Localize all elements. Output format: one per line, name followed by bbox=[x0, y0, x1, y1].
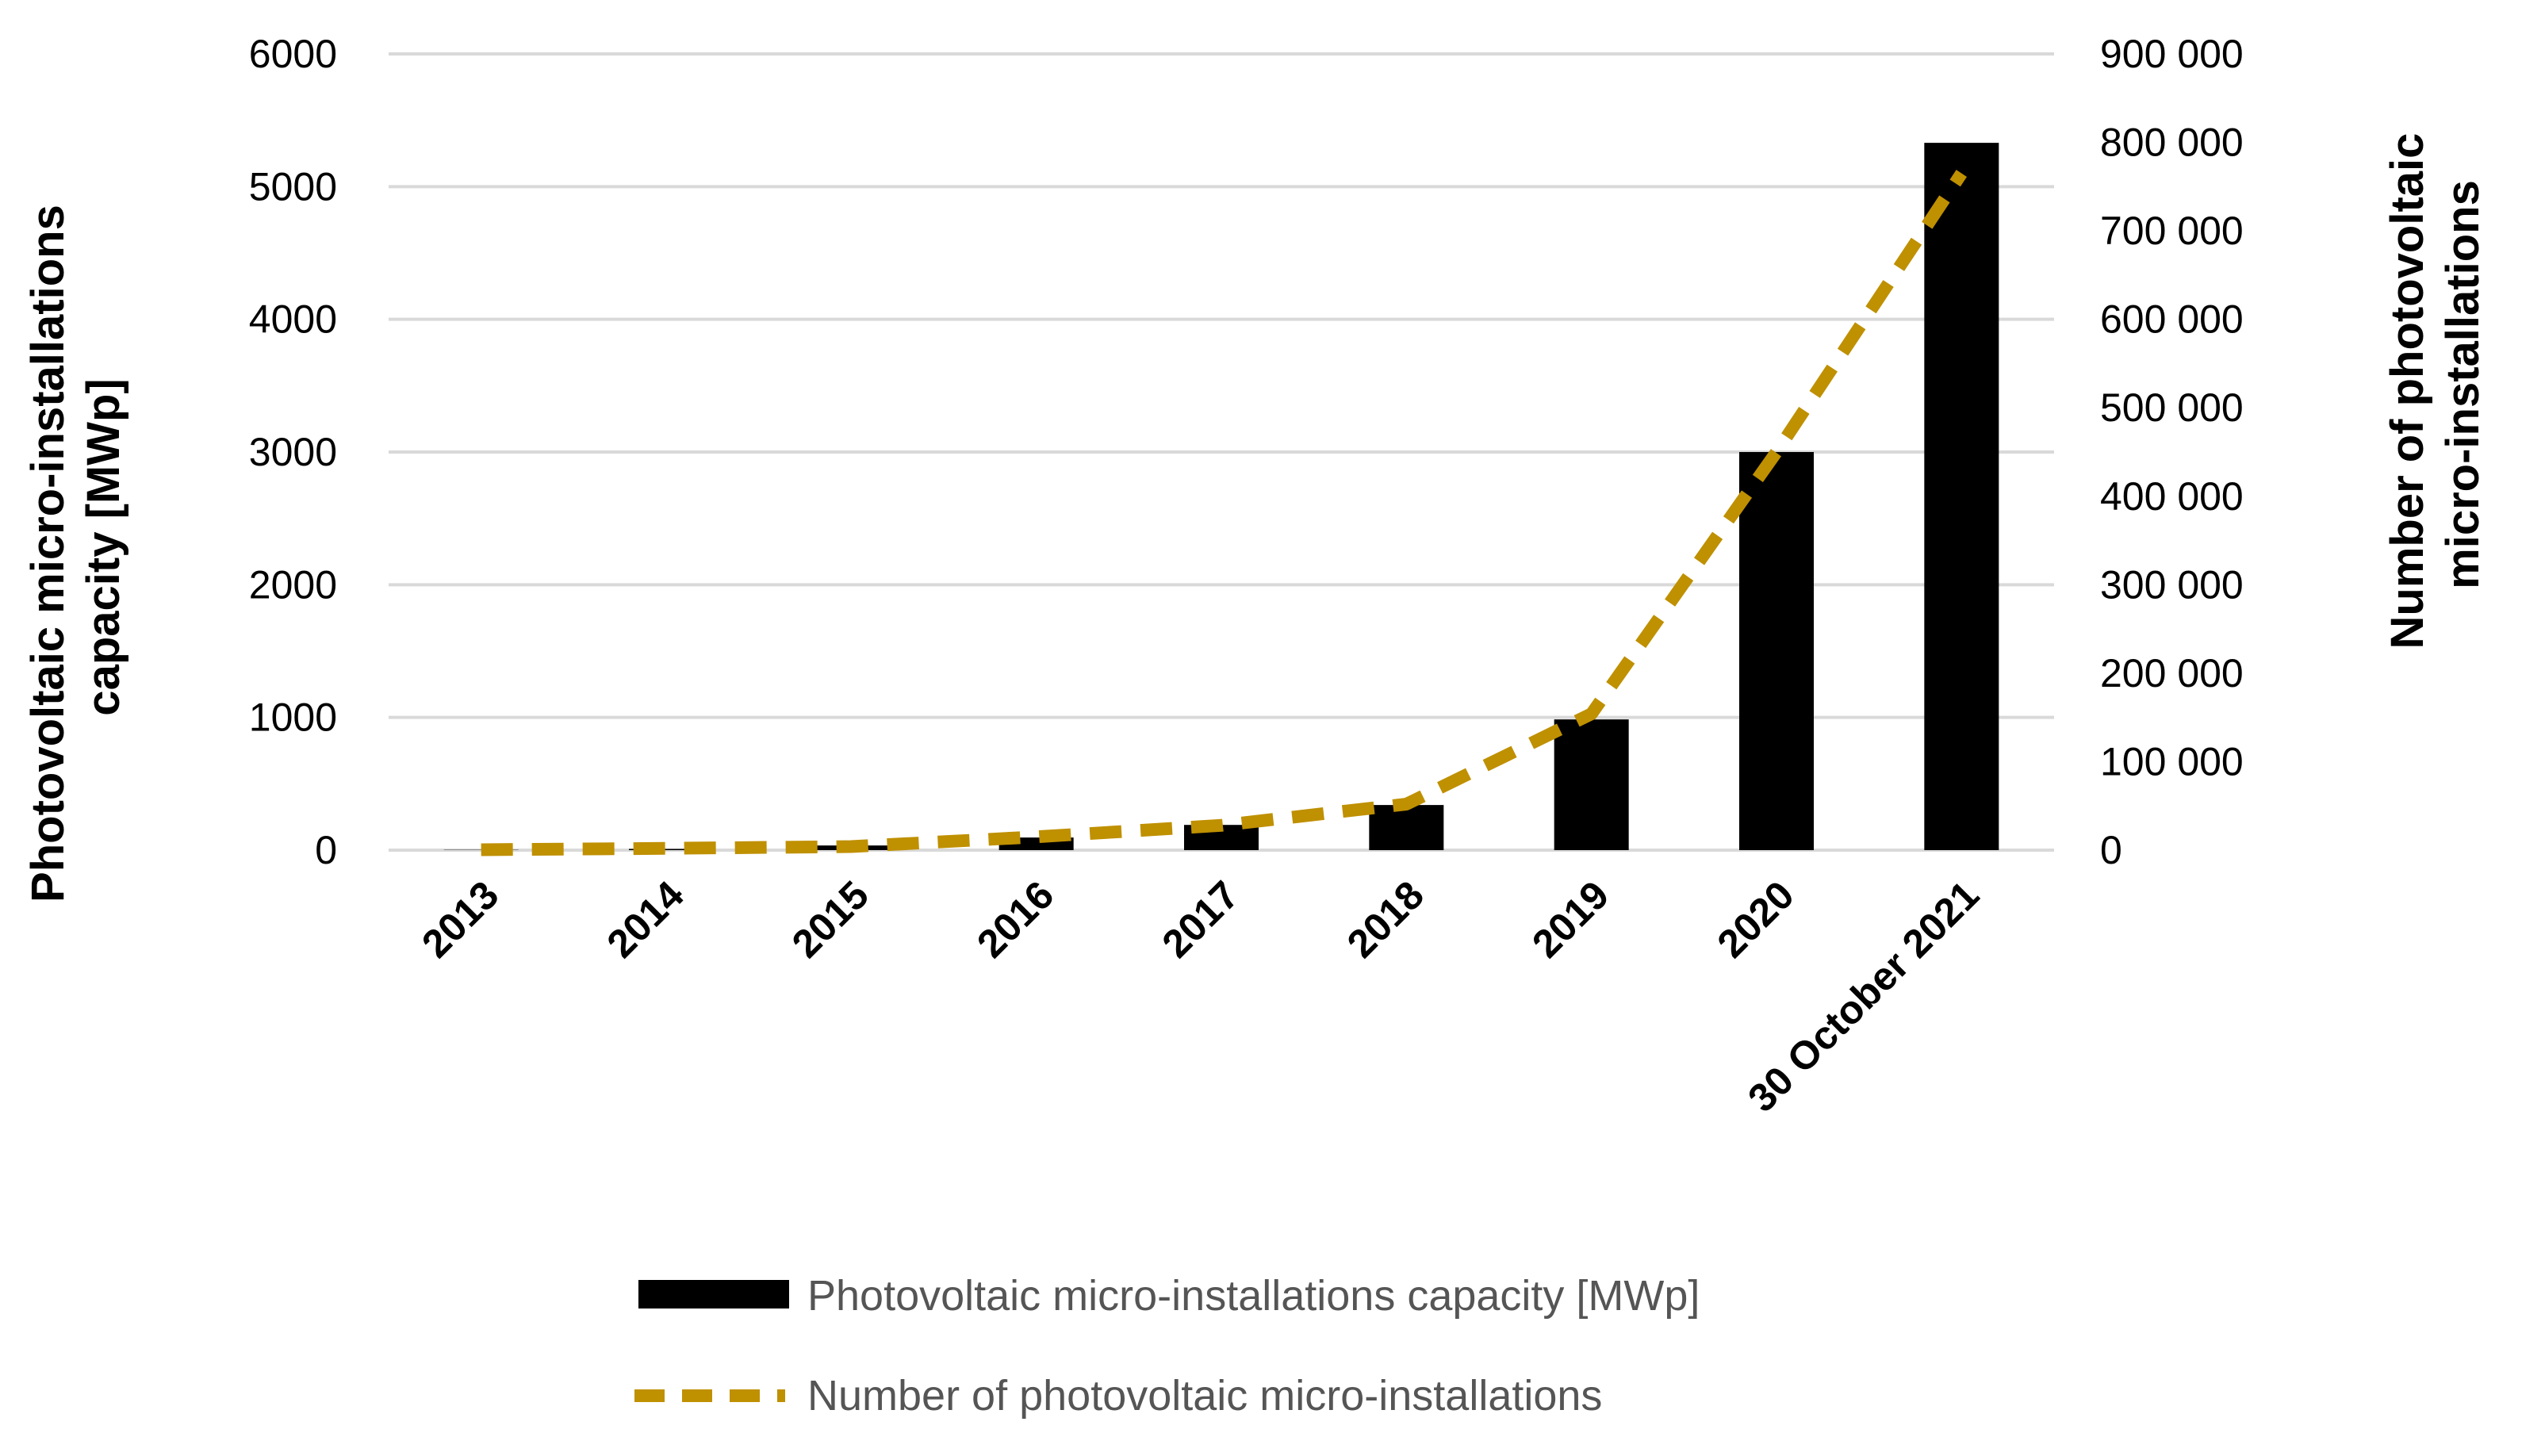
right-tick-label: 600 000 bbox=[2100, 297, 2244, 342]
left-tick-label: 6000 bbox=[249, 32, 337, 76]
right-tick-label: 0 bbox=[2100, 828, 2122, 872]
bar bbox=[1554, 719, 1629, 850]
bar bbox=[629, 849, 703, 850]
left-tick-label: 4000 bbox=[249, 297, 337, 342]
left-tick-label: 5000 bbox=[249, 164, 337, 209]
right-tick-label: 700 000 bbox=[2100, 209, 2244, 253]
right-tick-label: 100 000 bbox=[2100, 739, 2244, 784]
right-tick-label: 900 000 bbox=[2100, 32, 2244, 76]
x-tick-label: 2015 bbox=[784, 872, 877, 966]
x-tick-label: 2020 bbox=[1709, 872, 1803, 966]
bar-series bbox=[443, 143, 1999, 850]
legend-label-count: Number of photovoltaic micro-installatio… bbox=[807, 1372, 1602, 1420]
left-tick-label: 1000 bbox=[249, 695, 337, 740]
right-tick-label: 300 000 bbox=[2100, 562, 2244, 607]
gridlines bbox=[389, 52, 2054, 852]
right-tick-label: 800 000 bbox=[2100, 121, 2244, 165]
right-tick-label: 500 000 bbox=[2100, 385, 2244, 430]
legend-bar-swatch bbox=[638, 1280, 789, 1308]
left-tick-label: 2000 bbox=[249, 562, 337, 607]
right-axis-ticks: 0 100 000 200 000 300 000 400 000 500 000 600 … bbox=[2100, 32, 2244, 872]
left-axis-ticks: 0 1000 2000 3000 4000 5000 6000 bbox=[249, 32, 337, 872]
left-tick-label: 0 bbox=[315, 828, 337, 872]
line-series bbox=[481, 170, 1967, 856]
right-axis-title: Number of photovoltaic micro-installatio… bbox=[2382, 120, 2489, 649]
right-tick-label: 200 000 bbox=[2100, 651, 2244, 695]
series-line bbox=[481, 170, 1967, 856]
x-tick-label: 2014 bbox=[599, 872, 692, 966]
bar bbox=[1369, 805, 1444, 850]
x-tick-label: 2018 bbox=[1339, 872, 1432, 966]
x-tick-label: 2013 bbox=[413, 872, 507, 966]
left-axis-title: Photovoltaic micro-installations capacit… bbox=[22, 192, 129, 902]
bar bbox=[1924, 143, 1999, 850]
legend: Photovoltaic micro-installations capacit… bbox=[634, 1272, 1700, 1420]
left-tick-label: 3000 bbox=[249, 430, 337, 474]
x-tick-label: 2016 bbox=[968, 872, 1062, 966]
legend-label-capacity: Photovoltaic micro-installations capacit… bbox=[807, 1272, 1700, 1320]
x-tick-label: 2019 bbox=[1524, 872, 1617, 966]
right-tick-label: 400 000 bbox=[2100, 474, 2244, 519]
x-tick-label: 2017 bbox=[1154, 872, 1248, 966]
bar bbox=[1739, 452, 1814, 850]
